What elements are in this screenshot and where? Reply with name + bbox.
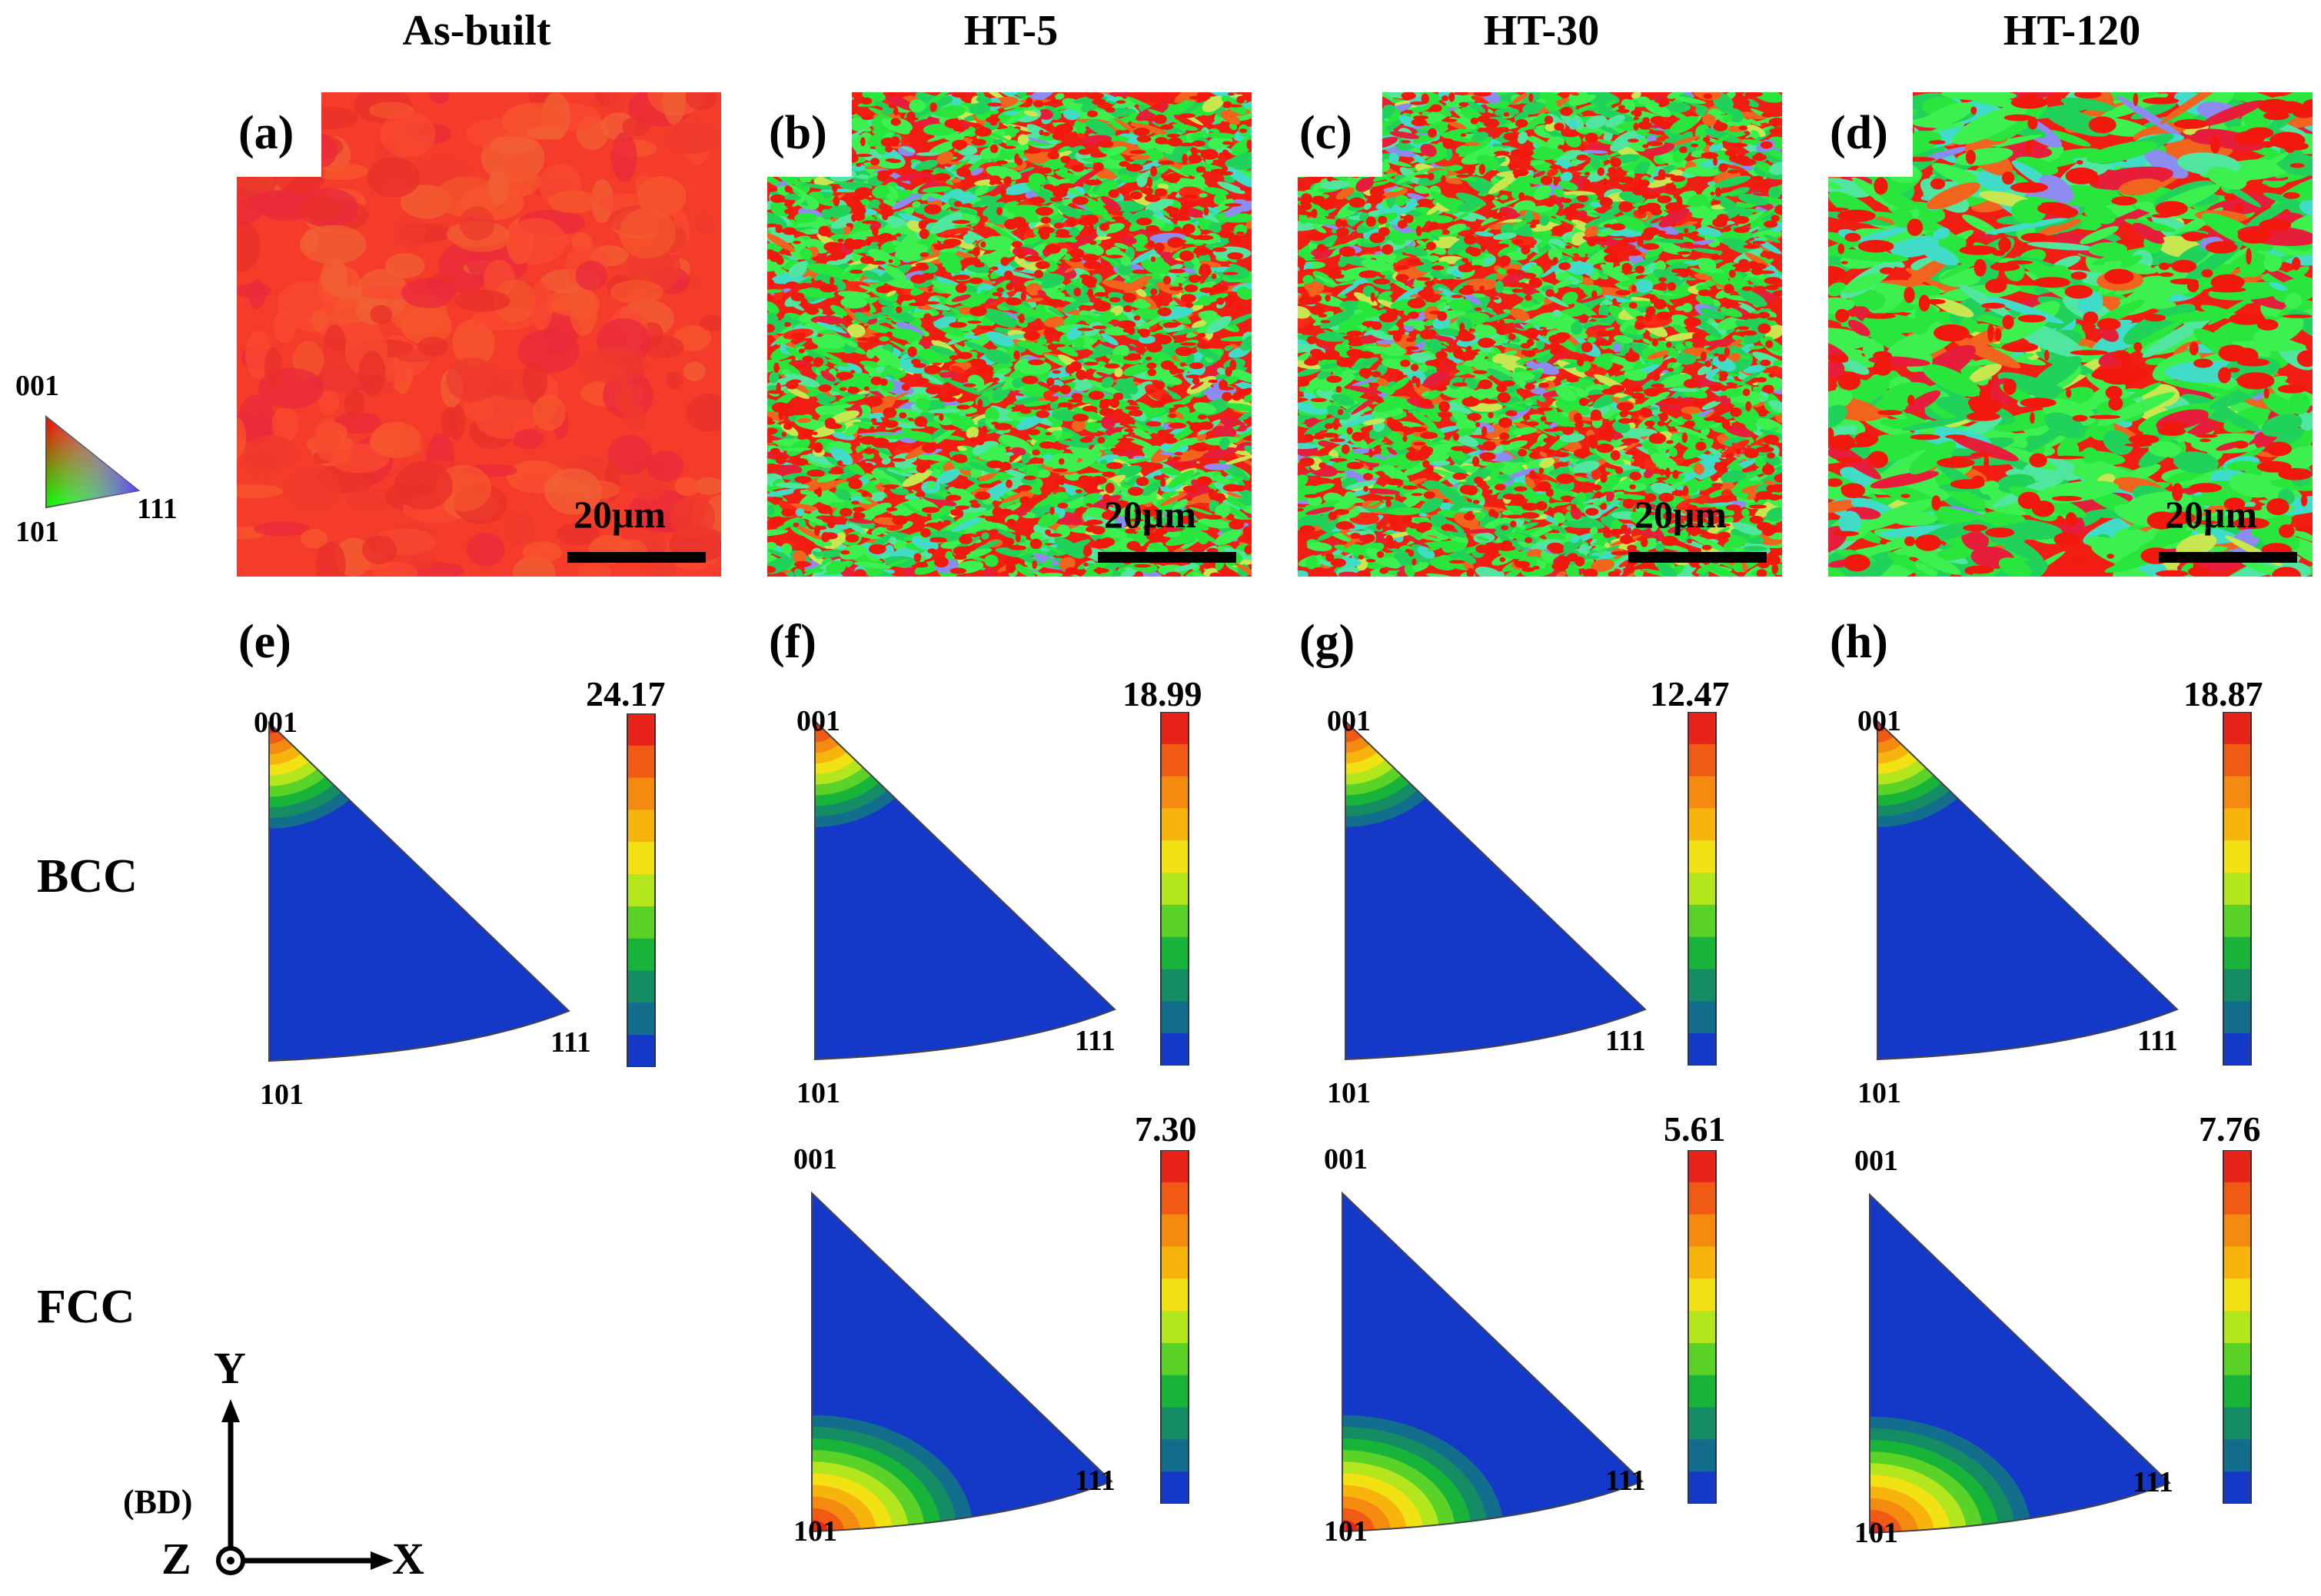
colorbar-max-e: 24.17 <box>586 674 666 713</box>
corner-001: 001 <box>254 707 298 739</box>
colorbar-e <box>627 713 656 1067</box>
corner-101: 101 <box>1327 1077 1371 1109</box>
scale-bar-label-d: 20μm <box>2165 493 2257 536</box>
corner-111: 111 <box>1075 1025 1116 1057</box>
panel-label-g: (g) <box>1299 616 1355 668</box>
panel-label-f: (f) <box>769 616 816 668</box>
corner-101: 101 <box>1857 1077 1901 1109</box>
column-title-ht-120: HT-120 <box>2003 7 2141 55</box>
corner-001: 001 <box>1327 705 1371 737</box>
bcc-ipf-f: (f) 001 101 111 18.99 <box>761 615 1253 1109</box>
scale-bar-label-a: 20μm <box>574 493 666 536</box>
column-title-ht-5: HT-5 <box>963 7 1059 55</box>
axis-y-label: Y <box>214 1343 246 1393</box>
bcc-ipf-h-triangle <box>1877 719 2179 1061</box>
bcc-ipf-e-triangle <box>268 720 570 1062</box>
panel-label-b: (b) <box>769 107 827 159</box>
ipf-key-001: 001 <box>15 370 59 402</box>
ipf-color-key-triangle <box>45 414 141 509</box>
panel-label-a: (a) <box>238 107 294 159</box>
ipf-key-111: 111 <box>137 493 178 525</box>
ebsd-map-a-image <box>237 92 721 577</box>
fcc-ipf-h: 001 101 111 7.76 <box>1822 1107 2314 1584</box>
bcc-ipf-h: (h) 001 101 111 18.87 <box>1822 615 2314 1109</box>
axis-triad: Y (BD) Z X <box>115 1343 454 1591</box>
colorbar-max-fcc-g: 5.61 <box>1664 1109 1726 1149</box>
axis-triad-arrows <box>216 1399 394 1575</box>
scale-bar-b <box>1098 552 1236 563</box>
column-title-ht-30: HT-30 <box>1483 7 1600 55</box>
scale-bar-label-c: 20μm <box>1634 493 1727 536</box>
panel-label-h: (h) <box>1830 616 1888 668</box>
ebsd-map-c-image <box>1298 92 1782 577</box>
corner-001: 001 <box>793 1143 837 1175</box>
corner-001: 001 <box>1854 1145 1898 1177</box>
fcc-ipf-h-triangle <box>1869 1192 2171 1534</box>
corner-111: 111 <box>550 1026 591 1059</box>
ebsd-map-d-image <box>1828 92 2313 577</box>
row-label-bcc: BCC <box>37 850 138 903</box>
corner-001: 001 <box>1857 705 1901 737</box>
fcc-ipf-g-triangle <box>1342 1191 1644 1533</box>
bcc-ipf-f-triangle <box>814 719 1116 1061</box>
scale-bar-label-b: 20μm <box>1104 493 1196 536</box>
corner-111: 111 <box>1605 1025 1646 1057</box>
scale-bar-a <box>567 552 706 563</box>
corner-001: 001 <box>1324 1143 1368 1175</box>
fcc-ipf-g: 001 101 111 5.61 <box>1292 1107 1784 1584</box>
bcc-ipf-g: (g) 001 101 111 12.47 <box>1292 615 1784 1109</box>
fcc-ipf-f: 001 101 111 7.30 <box>761 1107 1253 1584</box>
axis-x-label: X <box>392 1534 424 1584</box>
colorbar-h <box>2223 712 2252 1066</box>
fcc-ipf-f-triangle <box>811 1191 1113 1533</box>
corner-101: 101 <box>793 1515 837 1548</box>
colorbar-g <box>1688 712 1717 1066</box>
corner-111: 111 <box>2137 1025 2178 1057</box>
column-title-as-built: As-built <box>402 7 551 55</box>
ipf-key-101: 101 <box>15 516 59 548</box>
ipf-color-key: 001 101 111 <box>15 361 200 561</box>
bcc-ipf-g-triangle <box>1345 719 1647 1061</box>
corner-111: 111 <box>1075 1465 1116 1497</box>
colorbar-max-fcc-h: 7.76 <box>2199 1109 2261 1149</box>
ebsd-map-c: (c) 20μm <box>1298 92 1782 577</box>
axis-bd-label: (BD) <box>123 1483 193 1521</box>
scale-bar-d <box>2159 552 2297 563</box>
corner-101: 101 <box>796 1077 840 1109</box>
colorbar-fcc-g <box>1688 1150 1717 1504</box>
panel-label-c: (c) <box>1299 107 1352 159</box>
colorbar-max-h: 18.87 <box>2183 674 2263 713</box>
colorbar-max-f: 18.99 <box>1122 674 1202 713</box>
ebsd-map-b: (b) 20μm <box>767 92 1252 577</box>
ebsd-map-a: (a) 20μm <box>237 92 721 577</box>
panel-label-d: (d) <box>1830 107 1888 159</box>
corner-101: 101 <box>1854 1517 1898 1549</box>
scale-bar-c <box>1628 552 1767 563</box>
colorbar-fcc-f <box>1160 1150 1189 1504</box>
corner-101: 101 <box>260 1079 304 1111</box>
row-label-fcc: FCC <box>37 1281 135 1333</box>
colorbar-fcc-h <box>2223 1150 2252 1504</box>
corner-001: 001 <box>796 705 840 737</box>
axis-z-label: Z <box>161 1534 191 1584</box>
colorbar-max-fcc-f: 7.30 <box>1135 1109 1197 1149</box>
colorbar-max-g: 12.47 <box>1650 674 1730 713</box>
corner-111: 111 <box>2133 1466 2173 1498</box>
bcc-ipf-e: (e) 001 101 111 24.17 <box>231 615 723 1111</box>
corner-111: 111 <box>1605 1465 1646 1497</box>
corner-101: 101 <box>1324 1515 1368 1548</box>
colorbar-f <box>1160 712 1189 1066</box>
ebsd-map-d: (d) 20μm <box>1828 92 2313 577</box>
ebsd-map-b-image <box>767 92 1252 577</box>
panel-label-e: (e) <box>238 616 291 668</box>
